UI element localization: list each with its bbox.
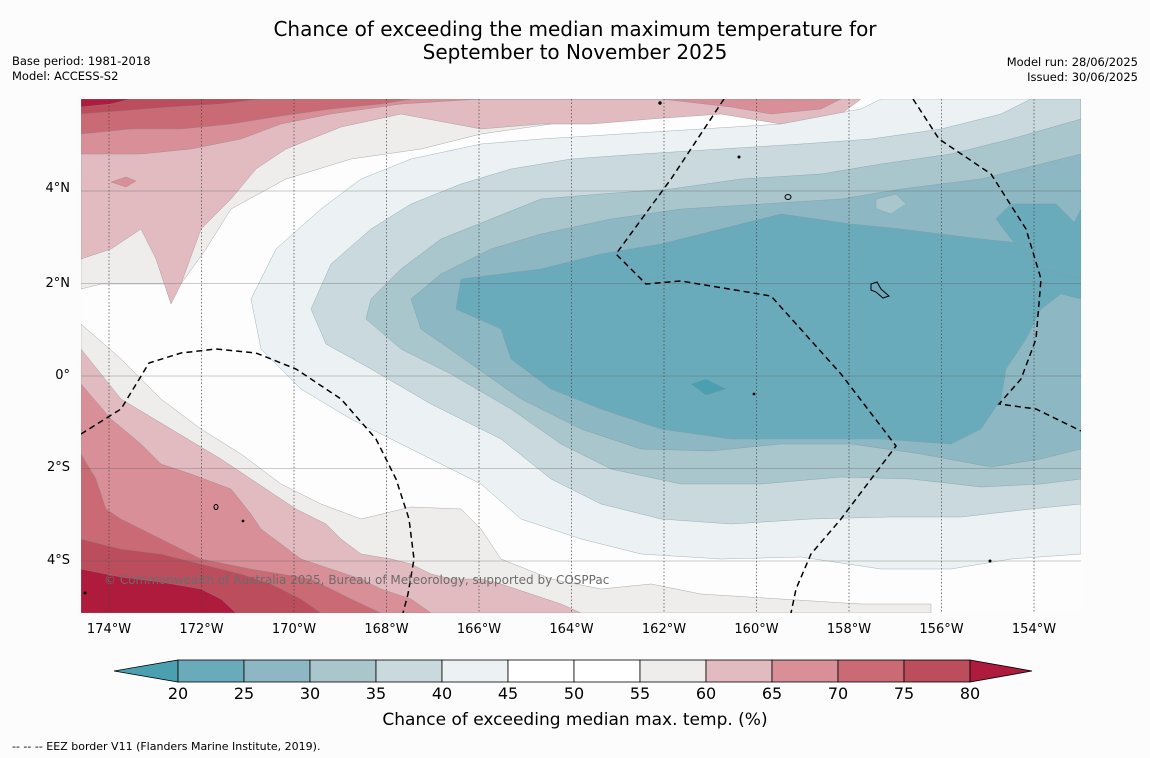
copyright-notice: © Commonwealth of Australia 2025, Bureau… bbox=[104, 573, 610, 587]
model-run: Model run: 28/06/2025 bbox=[1006, 55, 1138, 69]
base-period: Base period: 1981-2018 bbox=[12, 54, 151, 68]
title-line-2: September to November 2025 bbox=[422, 40, 728, 64]
lon-label-164w: 164°W bbox=[549, 622, 594, 637]
contour-75-north bbox=[81, 99, 262, 115]
lon-label-170w: 170°W bbox=[271, 622, 317, 637]
colorbar-extend-high bbox=[969, 659, 1033, 683]
contour-60-north bbox=[81, 99, 862, 305]
colorbar-segment-30-35 bbox=[309, 659, 377, 683]
island-mark-7 bbox=[241, 519, 245, 523]
eez-border-central bbox=[615, 99, 897, 613]
lon-label-168w: 168°W bbox=[364, 622, 409, 637]
warm-contours-north bbox=[81, 99, 862, 305]
islands bbox=[83, 101, 992, 595]
island-mark-6 bbox=[752, 392, 756, 396]
cool-contours bbox=[250, 99, 1081, 570]
colorbar-tick-20: 20 bbox=[167, 684, 189, 703]
meta-right: Model run: 28/06/2025 Issued: 30/06/2025 bbox=[1007, 55, 1138, 85]
island-mark-9 bbox=[83, 591, 87, 595]
colorbar-segment-25-30 bbox=[243, 659, 311, 683]
eez-border-northwest bbox=[81, 348, 415, 613]
lon-label-172w: 172°W bbox=[179, 622, 224, 637]
title-line-1: Chance of exceeding the median maximum t… bbox=[273, 17, 877, 41]
colorbar-tick-30: 30 bbox=[299, 684, 321, 703]
colorbar-tick-55: 55 bbox=[629, 684, 651, 703]
island-mark-1 bbox=[784, 194, 792, 200]
contour-20-spot bbox=[690, 378, 727, 396]
island-mark-3 bbox=[213, 504, 219, 510]
colorbar-tick-50: 50 bbox=[563, 684, 585, 703]
lon-label-156w: 156°W bbox=[919, 622, 964, 637]
colorbar bbox=[113, 659, 1033, 683]
lon-label-166w: 166°W bbox=[456, 622, 502, 637]
colorbar-tick-45: 45 bbox=[497, 684, 519, 703]
lat-label-4s: 4°S bbox=[46, 553, 70, 568]
warm-contours-south bbox=[81, 323, 932, 613]
island-mark-5 bbox=[737, 155, 741, 159]
eez-borders bbox=[81, 99, 1081, 613]
colorbar-tick-35: 35 bbox=[365, 684, 387, 703]
colorbar-tick-70: 70 bbox=[827, 684, 849, 703]
lon-label-160w: 160°W bbox=[734, 622, 779, 637]
lat-label-4n: 4°N bbox=[45, 181, 71, 196]
lon-label-162w: 162°W bbox=[641, 622, 687, 637]
colorbar-segments bbox=[113, 659, 1033, 683]
lat-label-0: 0° bbox=[55, 368, 70, 383]
colorbar-tick-60: 60 bbox=[695, 684, 717, 703]
colorbar-tick-65: 65 bbox=[761, 684, 783, 703]
eez-border-east bbox=[912, 99, 1081, 432]
colorbar-segment-75-80 bbox=[903, 659, 971, 683]
colorbar-extend-low bbox=[113, 659, 179, 683]
island-mark-4 bbox=[658, 101, 662, 105]
colorbar-tick-75: 75 bbox=[893, 684, 915, 703]
lon-label-158w: 158°W bbox=[826, 622, 872, 637]
lon-label-174w: 174°W bbox=[86, 622, 132, 637]
contour-35-spot bbox=[875, 193, 907, 215]
lat-label-2n: 2°N bbox=[45, 276, 71, 291]
parallels bbox=[81, 190, 1081, 562]
colorbar-segment-20-25 bbox=[177, 659, 245, 683]
colorbar-title: Chance of exceeding median max. temp. (%… bbox=[382, 710, 768, 730]
colorbar-segment-55-60 bbox=[639, 659, 707, 683]
colorbar-segment-70-75 bbox=[837, 659, 905, 683]
island-mark-8 bbox=[988, 559, 992, 563]
chart-title: Chance of exceeding the median maximum t… bbox=[0, 18, 1150, 64]
colorbar-tick-80: 80 bbox=[959, 684, 981, 703]
model-name: Model: ACCESS-S2 bbox=[12, 69, 119, 83]
lat-label-2s: 2°S bbox=[46, 460, 70, 475]
colorbar-segment-45-50 bbox=[507, 659, 575, 683]
contour-25-spot-east bbox=[995, 203, 1081, 280]
contour-65-spot bbox=[110, 176, 137, 188]
island-mark-2 bbox=[870, 281, 890, 299]
colorbar-segment-40-45 bbox=[441, 659, 509, 683]
issued-date: Issued: 30/06/2025 bbox=[1027, 70, 1138, 84]
colorbar-segment-60-65 bbox=[705, 659, 773, 683]
colorbar-segment-35-40 bbox=[375, 659, 443, 683]
contour-80-south bbox=[81, 568, 237, 613]
eez-footnote: -- -- -- EEZ border V11 (Flanders Marine… bbox=[12, 740, 321, 753]
meta-left: Base period: 1981-2018 Model: ACCESS-S2 bbox=[12, 54, 151, 84]
colorbar-tick-40: 40 bbox=[431, 684, 453, 703]
lon-label-154w: 154°W bbox=[1011, 622, 1057, 637]
contour-25 bbox=[455, 208, 1081, 445]
contour-80-north bbox=[81, 99, 132, 108]
colorbar-segment-50-55 bbox=[573, 659, 641, 683]
forecast-map bbox=[81, 99, 1081, 613]
graticule bbox=[108, 99, 1035, 613]
colorbar-tick-25: 25 bbox=[233, 684, 255, 703]
colorbar-segment-65-70 bbox=[771, 659, 839, 683]
